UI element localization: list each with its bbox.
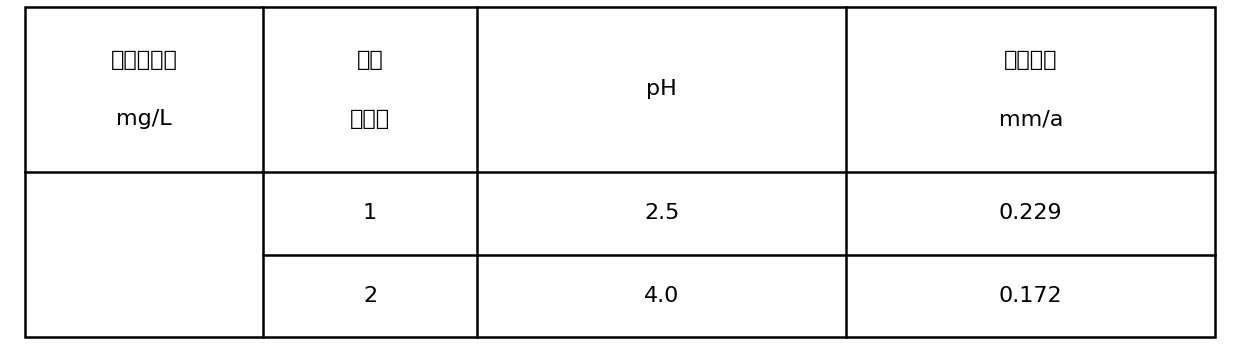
Text: 缓蚀剂加量: 缓蚀剂加量 <box>110 50 177 70</box>
Text: 4.0: 4.0 <box>644 286 680 306</box>
Text: 1: 1 <box>363 203 377 223</box>
Text: 腐蚀速率: 腐蚀速率 <box>1004 50 1058 70</box>
Text: pH: pH <box>646 79 677 99</box>
Text: mm/a: mm/a <box>998 109 1063 129</box>
Text: （天）: （天） <box>350 109 391 129</box>
Text: mg/L: mg/L <box>117 109 171 129</box>
Text: 时间: 时间 <box>357 50 383 70</box>
Text: 2: 2 <box>363 286 377 306</box>
Text: 0.172: 0.172 <box>999 286 1063 306</box>
Text: 2.5: 2.5 <box>644 203 680 223</box>
Text: 0.229: 0.229 <box>999 203 1063 223</box>
